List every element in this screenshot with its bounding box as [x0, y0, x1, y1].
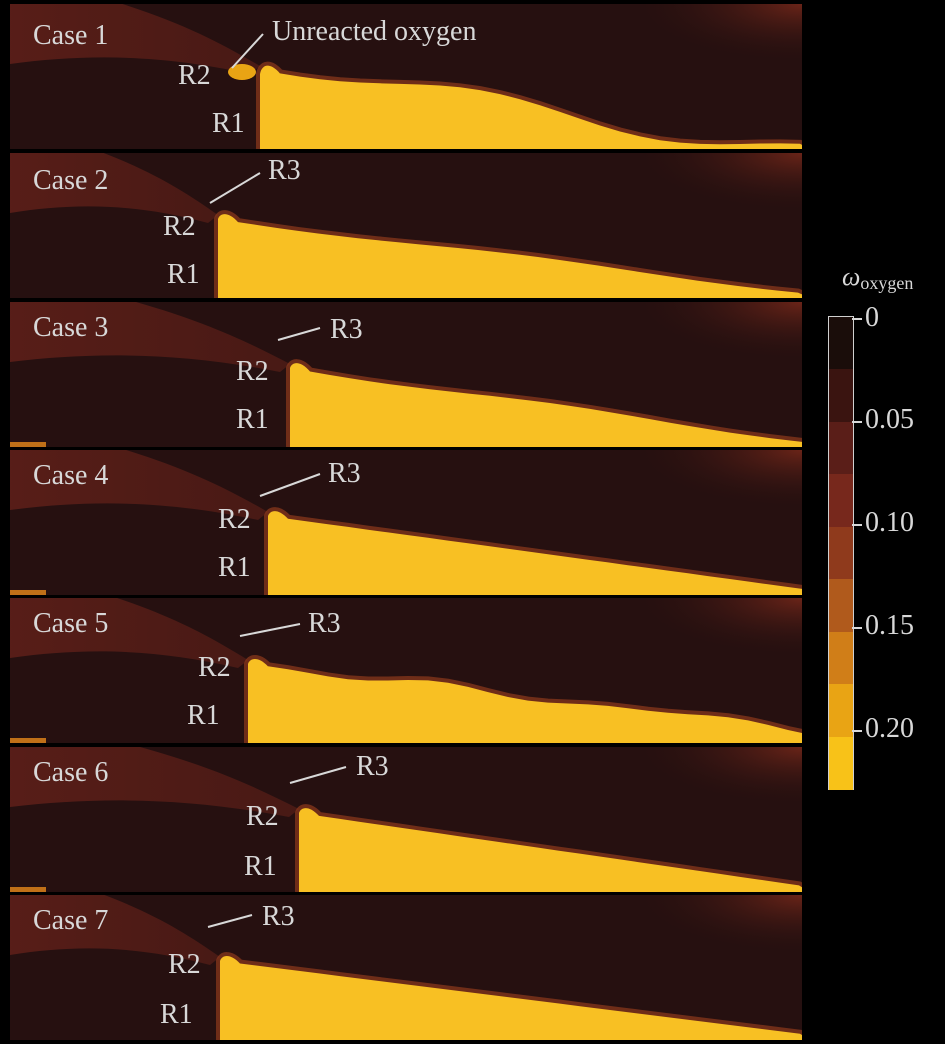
oxygen-contour-field: [10, 450, 802, 595]
shear-layer: [10, 450, 268, 520]
annotation-label: R3: [308, 608, 341, 639]
oxygen-contour-field: [10, 895, 802, 1040]
shear-layer: [10, 895, 220, 965]
wall-strip: [10, 738, 46, 743]
region-label-r1: R1: [187, 700, 220, 731]
colorbar-subscript: oxygen: [860, 273, 914, 293]
contour-panel-case-4: Case 4 R2 R1 R3: [10, 450, 802, 595]
oxygen-contour-field: [10, 598, 802, 743]
annotation-leader-line: [277, 327, 321, 341]
oxygen-core: [260, 65, 802, 149]
wall-strip: [10, 442, 46, 447]
colorbar-segment: [829, 631, 853, 686]
case-label: Case 6: [33, 757, 109, 788]
case-label: Case 5: [33, 608, 109, 639]
shear-layer: [10, 747, 299, 817]
wall-strip: [10, 590, 46, 595]
contour-panel-case-6: Case 6 R2 R1 R3: [10, 747, 802, 892]
shear-layer: [10, 302, 290, 372]
region-label-r2: R2: [168, 949, 201, 980]
region-label-r1: R1: [218, 552, 251, 583]
colorbar-segment: [829, 526, 853, 581]
oxygen-core: [268, 511, 802, 595]
colorbar-tick: [852, 627, 862, 629]
oxygen-core: [218, 214, 802, 298]
shear-layer: [10, 598, 248, 668]
region-label-r1: R1: [244, 851, 277, 882]
contour-panel-case-3: Case 3 R2 R1 R3: [10, 302, 802, 447]
annotation-leader-line: [289, 766, 347, 784]
case-label: Case 4: [33, 460, 109, 491]
case-label: Case 7: [33, 905, 109, 936]
case-label: Case 2: [33, 165, 109, 196]
region-label-r2: R2: [236, 356, 269, 387]
wall-strip: [10, 887, 46, 892]
corner-glow: [630, 747, 802, 807]
colorbar-symbol: ω: [842, 262, 861, 291]
colorbar: [828, 316, 854, 790]
colorbar-segment: [829, 421, 853, 476]
corner-glow: [630, 153, 802, 213]
oxygen-contour-field: [10, 302, 802, 447]
region-label-r2: R2: [178, 60, 211, 91]
colorbar-tick-label: 0.20: [865, 713, 914, 744]
contour-panel-case-1: Case 1 R2 R1 Unreacted oxygen: [10, 4, 802, 149]
colorbar-tick: [852, 318, 862, 320]
colorbar-segment: [829, 317, 853, 371]
region-label-r2: R2: [163, 211, 196, 242]
region-label-r2: R2: [218, 504, 251, 535]
annotation-leader-line: [207, 914, 253, 928]
oxygen-core: [220, 956, 802, 1040]
annotation-leader-line: [209, 172, 261, 204]
oxygen-contour-field: [10, 4, 802, 149]
colorbar-tick: [852, 421, 862, 423]
colorbar-tick-label: 0.10: [865, 507, 914, 538]
annotation-label: R3: [330, 314, 363, 345]
annotation-leader-line: [231, 33, 264, 69]
case-label: Case 1: [33, 20, 109, 51]
shear-layer: [10, 153, 218, 223]
colorbar-segment: [829, 736, 853, 790]
region-label-r2: R2: [246, 801, 279, 832]
colorbar-segment: [829, 369, 853, 423]
unreacted-oxygen-pocket: [228, 64, 256, 80]
oxygen-contour-field: [10, 747, 802, 892]
corner-glow: [630, 450, 802, 510]
annotation-label: R3: [268, 155, 301, 186]
shear-layer: [10, 4, 260, 74]
annotation-label: Unreacted oxygen: [272, 16, 477, 47]
annotation-label: R3: [328, 458, 361, 489]
corner-glow: [630, 598, 802, 658]
colorbar-segment: [829, 684, 853, 738]
colorbar-tick: [852, 524, 862, 526]
annotation-label: R3: [356, 751, 389, 782]
contour-panel-case-5: Case 5 R2 R1 R3: [10, 598, 802, 743]
region-label-r1: R1: [167, 259, 200, 290]
corner-glow: [630, 895, 802, 955]
colorbar-segment: [829, 474, 853, 528]
oxygen-core: [248, 659, 802, 743]
annotation-label: R3: [262, 901, 295, 932]
corner-glow: [630, 4, 802, 64]
region-label-r2: R2: [198, 652, 231, 683]
oxygen-contour-field: [10, 153, 802, 298]
colorbar-segment: [829, 579, 853, 633]
oxygen-core: [290, 363, 802, 447]
corner-glow: [630, 302, 802, 362]
colorbar-tick: [852, 730, 862, 732]
case-label: Case 3: [33, 312, 109, 343]
colorbar-title: ωoxygen: [842, 262, 913, 294]
annotation-leader-line: [239, 623, 301, 637]
oxygen-core: [299, 808, 802, 892]
colorbar-tick-label: 0: [865, 302, 879, 333]
colorbar-tick-label: 0.15: [865, 610, 914, 641]
region-label-r1: R1: [212, 108, 245, 139]
region-label-r1: R1: [160, 999, 193, 1030]
contour-panel-case-7: Case 7 R2 R1 R3: [10, 895, 802, 1040]
colorbar-tick-label: 0.05: [865, 404, 914, 435]
region-label-r1: R1: [236, 404, 269, 435]
contour-panel-case-2: Case 2 R2 R1 R3: [10, 153, 802, 298]
annotation-leader-line: [259, 473, 321, 497]
